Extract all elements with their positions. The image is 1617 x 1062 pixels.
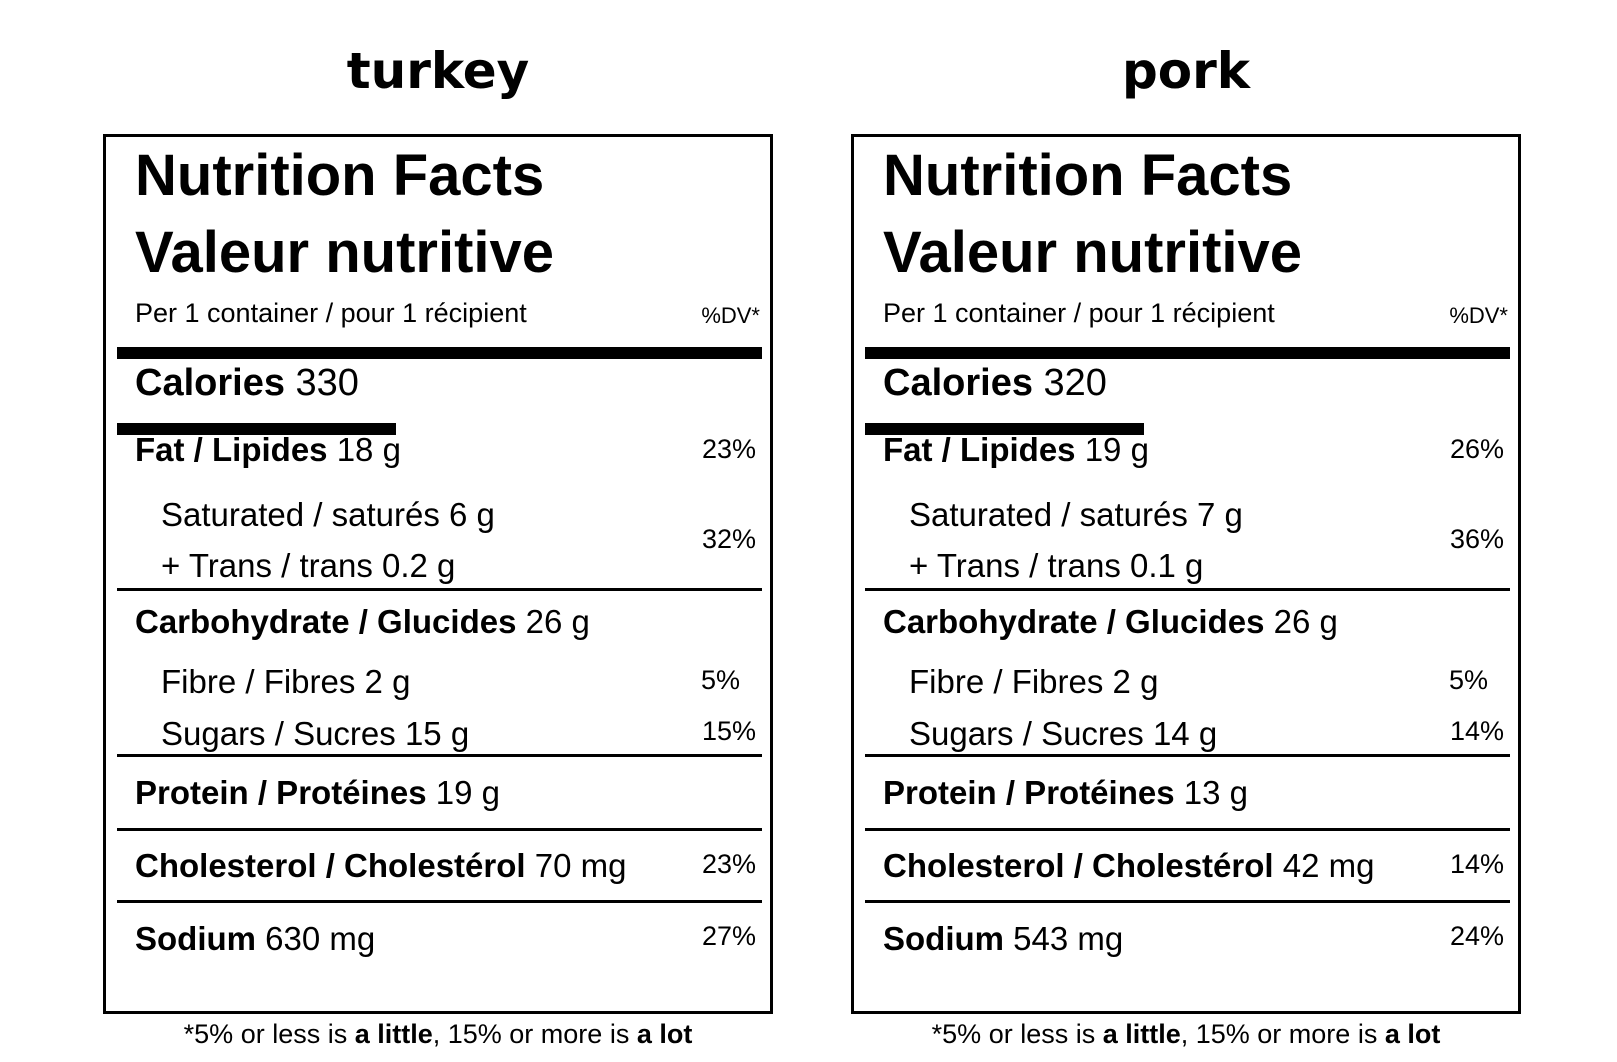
sugars-row: Sugars / Sucres 14 g — [909, 715, 1218, 752]
divider — [865, 754, 1510, 757]
cholesterol-dv: 23% — [701, 849, 756, 879]
footnote-middle: , 15% or more is — [1180, 1019, 1385, 1049]
saturated-trans-dv: 32% — [701, 524, 756, 554]
sodium-row: Sodium 630 mg — [135, 919, 375, 959]
calories-row: Calories 330 — [135, 361, 359, 405]
sodium-value: 543 mg — [1013, 920, 1124, 957]
divider — [117, 828, 762, 831]
nutrition-facts-table: Nutrition Facts Valeur nutritive Per 1 c… — [851, 134, 1521, 1014]
carbohydrate-row: Carbohydrate / Glucides 26 g — [135, 602, 590, 642]
carbohydrate-label: Carbohydrate / Glucides — [883, 603, 1265, 640]
sodium-label: Sodium — [135, 920, 256, 957]
calories-label: Calories — [135, 362, 285, 404]
column-title: turkey — [346, 42, 530, 100]
fat-row: Fat / Lipides 18 g — [135, 430, 401, 470]
heading-french: Valeur nutritive — [883, 220, 1303, 285]
thick-divider — [117, 347, 762, 359]
sodium-value: 630 mg — [265, 920, 376, 957]
trans-row: + Trans / trans 0.2 g — [161, 547, 456, 584]
cholesterol-dv: 14% — [1449, 849, 1504, 879]
nutrition-facts-table: Nutrition Facts Valeur nutritive Per 1 c… — [103, 134, 773, 1014]
fat-dv: 23% — [701, 434, 756, 464]
sugars-dv: 14% — [1449, 716, 1504, 746]
serving-size: Per 1 container / pour 1 récipient — [883, 298, 1275, 328]
fat-label: Fat / Lipides — [883, 431, 1076, 468]
cholesterol-value: 70 mg — [534, 847, 627, 884]
protein-row: Protein / Protéines 19 g — [135, 773, 500, 813]
serving-size: Per 1 container / pour 1 récipient — [135, 298, 527, 328]
footnote-prefix: *5% or less is — [931, 1019, 1103, 1049]
footnote-middle: , 15% or more is — [432, 1019, 637, 1049]
sodium-dv: 27% — [701, 921, 756, 951]
divider — [117, 754, 762, 757]
footnote-prefix: *5% or less is — [183, 1019, 355, 1049]
footnote-little: a little — [354, 1019, 433, 1049]
divider — [117, 588, 762, 591]
fat-label: Fat / Lipides — [135, 431, 328, 468]
fibre-row: Fibre / Fibres 2 g — [909, 663, 1159, 700]
cholesterol-row: Cholesterol / Cholestérol 42 mg — [883, 846, 1374, 886]
sodium-row: Sodium 543 mg — [883, 919, 1123, 959]
protein-value: 19 g — [435, 774, 500, 811]
protein-label: Protein / Protéines — [883, 774, 1175, 811]
footnote-little: a little — [1102, 1019, 1181, 1049]
protein-row: Protein / Protéines 13 g — [883, 773, 1248, 813]
saturated-trans-dv: 36% — [1449, 524, 1504, 554]
cholesterol-row: Cholesterol / Cholestérol 70 mg — [135, 846, 626, 886]
calories-row: Calories 320 — [883, 361, 1107, 405]
divider — [117, 900, 762, 903]
heading-english: Nutrition Facts — [135, 143, 545, 208]
footnote-lot: a lot — [1384, 1019, 1441, 1049]
calories-label: Calories — [883, 362, 1033, 404]
daily-value-header: %DV* — [701, 303, 760, 328]
column-title: pork — [1121, 42, 1251, 100]
cholesterol-label: Cholesterol / Cholestérol — [135, 847, 526, 884]
sugars-dv: 15% — [701, 716, 756, 746]
footnote: *5% or less is a little, 15% or more is … — [851, 1017, 1521, 1051]
heading-english: Nutrition Facts — [883, 143, 1293, 208]
divider — [865, 900, 1510, 903]
calories-value: 330 — [295, 362, 359, 404]
carbohydrate-value: 26 g — [525, 603, 590, 640]
carbohydrate-row: Carbohydrate / Glucides 26 g — [883, 602, 1338, 642]
sodium-dv: 24% — [1449, 921, 1504, 951]
fat-dv: 26% — [1449, 434, 1504, 464]
fibre-dv: 5% — [1448, 665, 1488, 695]
footnote: *5% or less is a little, 15% or more is … — [103, 1017, 773, 1051]
fat-row: Fat / Lipides 19 g — [883, 430, 1149, 470]
protein-value: 13 g — [1183, 774, 1248, 811]
footnote-lot: a lot — [636, 1019, 693, 1049]
fibre-dv: 5% — [700, 665, 740, 695]
daily-value-header: %DV* — [1449, 303, 1508, 328]
cholesterol-label: Cholesterol / Cholestérol — [883, 847, 1274, 884]
trans-row: + Trans / trans 0.1 g — [909, 547, 1204, 584]
fat-value: 18 g — [336, 431, 401, 468]
sugars-row: Sugars / Sucres 15 g — [161, 715, 470, 752]
carbohydrate-value: 26 g — [1273, 603, 1338, 640]
saturated-row: Saturated / saturés 6 g — [161, 496, 495, 533]
calories-value: 320 — [1043, 362, 1107, 404]
fibre-row: Fibre / Fibres 2 g — [161, 663, 411, 700]
saturated-row: Saturated / saturés 7 g — [909, 496, 1243, 533]
fat-value: 19 g — [1084, 431, 1149, 468]
divider — [865, 828, 1510, 831]
calories-divider — [117, 423, 396, 435]
carbohydrate-label: Carbohydrate / Glucides — [135, 603, 517, 640]
sodium-label: Sodium — [883, 920, 1004, 957]
thick-divider — [865, 347, 1510, 359]
calories-divider — [865, 423, 1144, 435]
divider — [865, 588, 1510, 591]
cholesterol-value: 42 mg — [1282, 847, 1375, 884]
heading-french: Valeur nutritive — [135, 220, 555, 285]
protein-label: Protein / Protéines — [135, 774, 427, 811]
